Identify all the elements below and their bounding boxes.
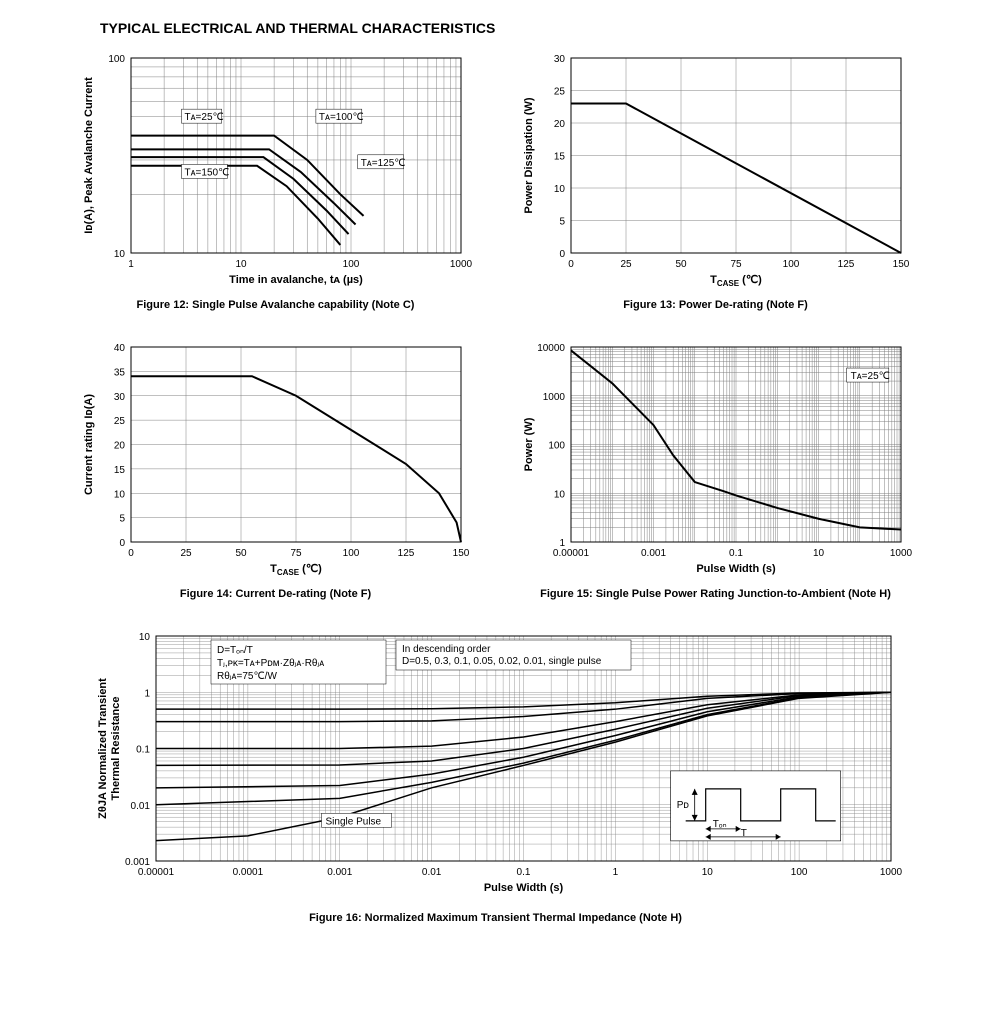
svg-text:15: 15: [113, 465, 125, 476]
svg-text:150: 150: [452, 548, 469, 559]
svg-text:10: 10: [235, 259, 247, 270]
svg-text:Single Pulse: Single Pulse: [325, 816, 381, 827]
svg-text:5: 5: [119, 513, 125, 524]
svg-text:0.1: 0.1: [516, 867, 530, 878]
figure-16: 0.00001 0.0001 0.001 0.01 0.1 1 10 100 1000 0.001…: [86, 626, 906, 926]
svg-text:10: 10: [812, 548, 824, 559]
svg-text:100: 100: [108, 54, 125, 65]
svg-text:10: 10: [138, 632, 150, 643]
svg-text:100: 100: [782, 259, 799, 270]
figure-13: 0 25 50 75 100 125 150 0 5 10 15 20 25 30 TCASE (℃) Pow…: [516, 48, 916, 313]
svg-text:Tⱼ,ᴘᴋ=Tᴀ+Pᴅᴍ·Zθⱼᴀ·Rθⱼᴀ: Tⱼ,ᴘᴋ=Tᴀ+Pᴅᴍ·Zθⱼᴀ·Rθⱼᴀ: [217, 658, 324, 669]
svg-text:Tᴀ=25℃: Tᴀ=25℃: [184, 112, 223, 123]
svg-text:ZθJA Normalized TransientTherm: ZθJA Normalized TransientThermal Resista…: [97, 677, 122, 818]
svg-text:25: 25: [180, 548, 192, 559]
svg-text:100: 100: [548, 440, 565, 451]
svg-text:0: 0: [128, 548, 134, 559]
svg-text:0.00001: 0.00001: [137, 867, 174, 878]
svg-text:100: 100: [342, 548, 359, 559]
svg-text:1: 1: [559, 538, 565, 549]
svg-text:Iᴅ(A), Peak Avalanche Current: Iᴅ(A), Peak Avalanche Current: [83, 77, 95, 234]
svg-text:D=0.5, 0.3, 0.1, 0.05, 0.02, 0: D=0.5, 0.3, 0.1, 0.05, 0.02, 0.01, singl…: [402, 656, 602, 667]
svg-text:125: 125: [837, 259, 854, 270]
svg-text:Pᴅ: Pᴅ: [676, 799, 689, 810]
svg-text:0: 0: [559, 249, 565, 260]
svg-text:125: 125: [397, 548, 414, 559]
svg-text:50: 50: [675, 259, 687, 270]
svg-text:Tᴀ=100℃: Tᴀ=100℃: [318, 112, 363, 123]
svg-text:25: 25: [553, 87, 565, 98]
svg-text:T: T: [740, 827, 746, 838]
svg-text:0.00001: 0.00001: [552, 548, 589, 559]
svg-text:30: 30: [113, 392, 125, 403]
svg-text:1000: 1000: [449, 259, 472, 270]
svg-text:75: 75: [730, 259, 742, 270]
svg-text:0.1: 0.1: [729, 548, 743, 559]
svg-text:1000: 1000: [879, 867, 902, 878]
svg-text:150: 150: [892, 259, 909, 270]
svg-text:1000: 1000: [542, 392, 565, 403]
svg-text:0.0001: 0.0001: [232, 867, 263, 878]
svg-text:1: 1: [128, 259, 134, 270]
figure-15: 0.00001 0.001 0.1 10 1000 1 10 100 1000 10000 Tᴀ=2…: [516, 337, 916, 602]
svg-text:Tᴀ=150℃: Tᴀ=150℃: [184, 167, 229, 178]
svg-text:0.001: 0.001: [124, 857, 149, 868]
svg-text:20: 20: [113, 440, 125, 451]
svg-text:0.1: 0.1: [136, 744, 150, 755]
svg-text:Current rating Iᴅ(A): Current rating Iᴅ(A): [83, 393, 95, 494]
svg-text:10: 10: [701, 867, 713, 878]
svg-text:0.01: 0.01: [421, 867, 441, 878]
figure-14: 0 25 50 75 100 125 150 0 5 10 15 20 25 30 35 40 TCASE (℃…: [76, 337, 476, 602]
svg-text:35: 35: [113, 367, 125, 378]
svg-text:Rθⱼᴀ=75℃/W: Rθⱼᴀ=75℃/W: [217, 671, 277, 682]
svg-text:Time in avalanche, tᴀ (µs): Time in avalanche, tᴀ (µs): [229, 274, 363, 286]
svg-text:10: 10: [553, 489, 565, 500]
svg-text:TCASE (℃): TCASE (℃): [710, 274, 762, 288]
svg-text:0: 0: [119, 538, 125, 549]
svg-text:1: 1: [612, 867, 618, 878]
svg-text:100: 100: [790, 867, 807, 878]
fig16-caption: Figure 16: Normalized Maximum Transient …: [309, 912, 682, 926]
svg-text:0.001: 0.001: [327, 867, 352, 878]
svg-text:1: 1: [144, 688, 150, 699]
svg-text:0: 0: [568, 259, 574, 270]
page-title: TYPICAL ELECTRICAL AND THERMAL CHARACTER…: [100, 20, 951, 36]
svg-text:25: 25: [620, 259, 632, 270]
svg-text:TCASE (℃): TCASE (℃): [270, 563, 322, 577]
svg-text:In descending order: In descending order: [402, 644, 491, 655]
svg-text:40: 40: [113, 343, 125, 354]
svg-text:75: 75: [290, 548, 302, 559]
svg-text:Tᴀ=25℃: Tᴀ=25℃: [850, 371, 889, 382]
svg-text:Power Dissipation (W): Power Dissipation (W): [523, 97, 535, 213]
fig13-caption: Figure 13: Power De-rating (Note F): [623, 299, 808, 313]
svg-text:Pulse Width (s): Pulse Width (s): [696, 563, 776, 575]
svg-text:100: 100: [342, 259, 359, 270]
svg-text:Pulse Width (s): Pulse Width (s): [483, 882, 563, 894]
figure-12: 110100100010100Tᴀ=25℃Tᴀ=100℃Tᴀ=125℃Tᴀ=15…: [76, 48, 476, 313]
fig12-caption: Figure 12: Single Pulse Avalanche capabi…: [137, 299, 415, 313]
svg-text:1000: 1000: [889, 548, 912, 559]
svg-text:30: 30: [553, 54, 565, 65]
svg-text:20: 20: [553, 119, 565, 130]
svg-text:10: 10: [553, 184, 565, 195]
svg-text:25: 25: [113, 416, 125, 427]
svg-text:Tᴀ=125℃: Tᴀ=125℃: [360, 158, 405, 169]
svg-text:50: 50: [235, 548, 247, 559]
svg-text:15: 15: [553, 152, 565, 163]
svg-text:0.001: 0.001: [640, 548, 665, 559]
fig14-caption: Figure 14: Current De-rating (Note F): [180, 588, 371, 602]
svg-text:10: 10: [113, 489, 125, 500]
fig15-caption: Figure 15: Single Pulse Power Rating Jun…: [540, 588, 891, 602]
svg-text:10000: 10000: [537, 343, 565, 354]
svg-text:D=Tₒₙ/T: D=Tₒₙ/T: [217, 645, 253, 656]
svg-text:Power (W): Power (W): [523, 417, 535, 471]
svg-text:10: 10: [113, 249, 125, 260]
svg-text:5: 5: [559, 217, 565, 228]
svg-text:0.01: 0.01: [130, 800, 150, 811]
svg-text:Tₒₙ: Tₒₙ: [712, 818, 726, 829]
